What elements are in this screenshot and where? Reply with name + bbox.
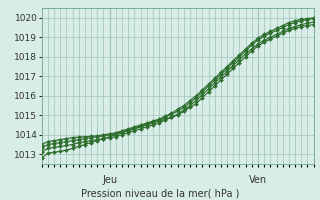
Text: Jeu: Jeu xyxy=(102,175,117,185)
Text: Pression niveau de la mer( hPa ): Pression niveau de la mer( hPa ) xyxy=(81,188,239,198)
Text: Ven: Ven xyxy=(249,175,267,185)
